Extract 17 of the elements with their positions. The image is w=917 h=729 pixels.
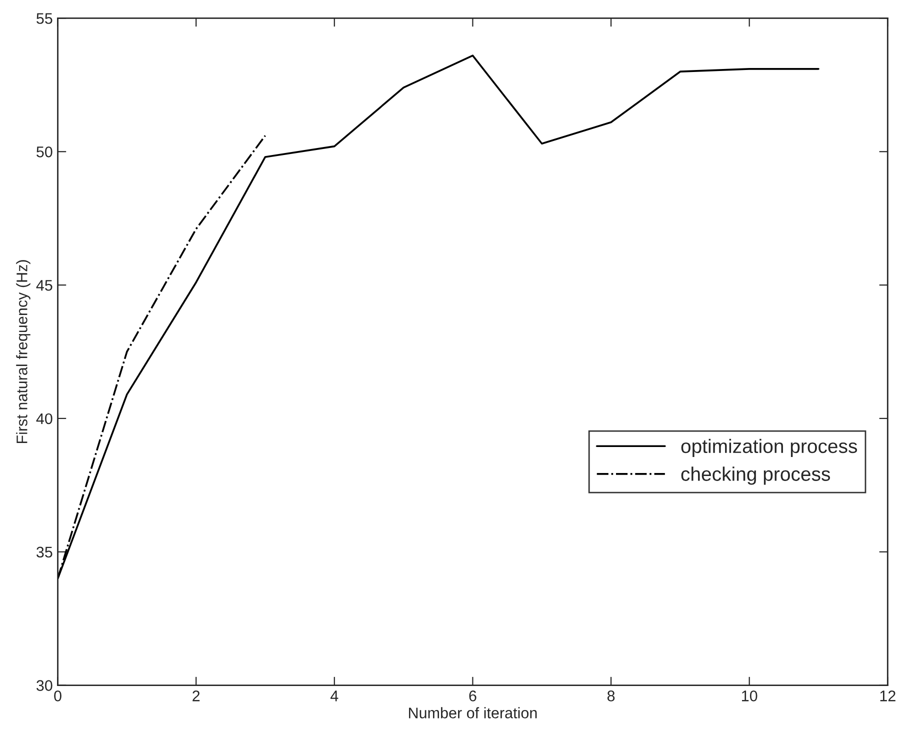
x-tick-label: 8 [607, 690, 615, 702]
y-tick-label: 50 [36, 146, 52, 158]
x-axis-title: Number of iteration [409, 707, 537, 718]
x-tick-label: 6 [469, 690, 476, 702]
y-tick-label: 30 [36, 680, 52, 691]
x-tick-label: 4 [330, 690, 338, 702]
x-tick-label: 0 [54, 690, 62, 702]
x-tick-label: 12 [880, 690, 896, 702]
x-tick-label: 2 [192, 690, 200, 702]
y-tick-label: 40 [36, 413, 52, 424]
legend-label: optimization process [681, 438, 858, 457]
legend-label: checking process [681, 466, 830, 485]
y-axis-title: First natural frequency (Hz) [16, 260, 30, 444]
x-tick-label: 10 [742, 690, 758, 702]
y-tick-label: 55 [36, 13, 52, 24]
y-tick-label: 45 [36, 280, 52, 291]
y-tick-label: 35 [36, 546, 52, 558]
